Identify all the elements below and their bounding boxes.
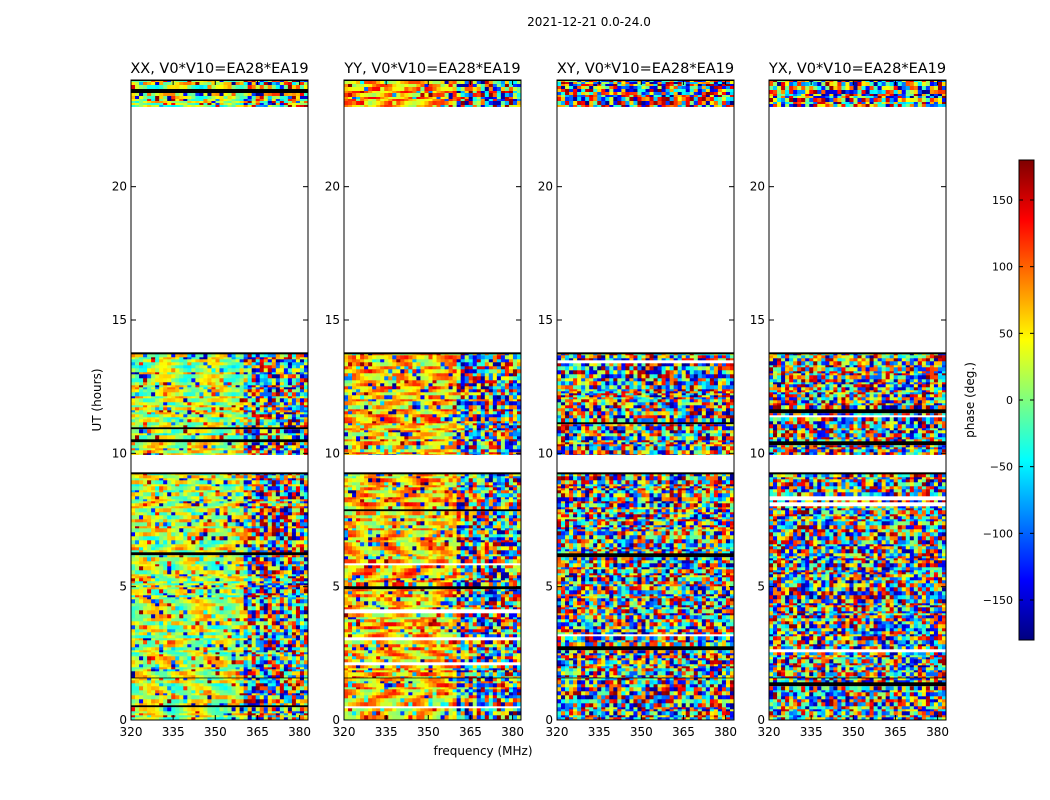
colorbar: 150 100 50 0 −50 −100 −150 (983, 159, 1035, 641)
y-tick-label: 15 (325, 313, 340, 327)
y-tick-label: 5 (545, 580, 553, 594)
y-axis-label: UT (hours) (90, 368, 104, 431)
phase-image (131, 80, 308, 720)
panel-2: YY, V0*V10=EA28*EA19 320 335 350 365 380 0 5 10 1… (325, 61, 524, 739)
y-tick-label: 0 (757, 713, 765, 727)
y-tick-label: 15 (538, 313, 553, 327)
x-tick-label: 320 (120, 725, 143, 739)
x-tick-label: 350 (417, 725, 440, 739)
colorbar-tick-label: 0 (1006, 394, 1013, 407)
y-tick-label: 10 (750, 446, 765, 460)
phase-image (344, 80, 521, 720)
x-tick-label: 335 (375, 725, 398, 739)
y-tick-label: 10 (112, 446, 127, 460)
x-axis-label: frequency (MHz) (433, 744, 532, 758)
panels-group: XX, V0*V10=EA28*EA19 320 335 350 365 380 0 5 10 1… (112, 61, 949, 739)
x-tick-label: 380 (501, 725, 524, 739)
x-tick-label: 350 (630, 725, 653, 739)
y-tick-label: 20 (750, 180, 765, 194)
y-tick-label: 5 (757, 580, 765, 594)
panel-1: XX, V0*V10=EA28*EA19 320 335 350 365 380 0 5 10 1… (112, 61, 311, 739)
panel-title: YX, V0*V10=EA28*EA19 (768, 61, 946, 77)
y-tick-label: 15 (112, 313, 127, 327)
y-tick-label: 10 (325, 446, 340, 460)
x-tick-label: 365 (246, 725, 269, 739)
panel-frame (556, 79, 735, 721)
y-tick-label: 0 (119, 713, 127, 727)
y-tick-label: 20 (538, 180, 553, 194)
colorbar-tick-label: −100 (983, 527, 1013, 540)
x-tick-label: 320 (758, 725, 781, 739)
colorbar-tick-label: 100 (992, 261, 1013, 274)
x-tick-label: 350 (204, 725, 227, 739)
colorbar-tick-label: −50 (990, 461, 1013, 474)
colorbar-label: phase (deg.) (963, 362, 977, 438)
y-tick-label: 0 (332, 713, 340, 727)
x-tick-label: 350 (842, 725, 865, 739)
x-tick-label: 335 (162, 725, 185, 739)
y-tick-label: 0 (545, 713, 553, 727)
x-tick-label: 380 (288, 725, 311, 739)
x-tick-label: 380 (926, 725, 949, 739)
colorbar-tick-label: 50 (999, 327, 1013, 340)
panel-frame (768, 79, 947, 721)
panel-title: XX, V0*V10=EA28*EA19 (130, 61, 308, 77)
x-tick-label: 320 (546, 725, 569, 739)
panel-title: YY, V0*V10=EA28*EA19 (343, 61, 520, 77)
x-tick-label: 320 (333, 725, 356, 739)
x-tick-label: 365 (459, 725, 482, 739)
y-tick-label: 5 (119, 580, 127, 594)
colorbar-tick-label: −150 (983, 594, 1013, 607)
x-tick-label: 380 (714, 725, 737, 739)
x-tick-label: 365 (672, 725, 695, 739)
y-tick-label: 20 (112, 180, 127, 194)
y-tick-label: 10 (538, 446, 553, 460)
colorbar-tick-label: 150 (992, 194, 1013, 207)
x-tick-label: 335 (588, 725, 611, 739)
panel-frame (130, 79, 309, 721)
phase-image (557, 80, 734, 720)
phase-image (769, 80, 946, 720)
figure-title: 2021-12-21 0.0-24.0 (527, 15, 651, 29)
panel-title: XY, V0*V10=EA28*EA19 (557, 61, 734, 77)
panel-4: YX, V0*V10=EA28*EA19 320 335 350 365 380 0 5 10 1… (750, 61, 949, 739)
x-tick-label: 335 (800, 725, 823, 739)
y-tick-label: 5 (332, 580, 340, 594)
y-tick-label: 15 (750, 313, 765, 327)
panel-3: XY, V0*V10=EA28*EA19 320 335 350 365 380 0 5 10 1… (538, 61, 737, 739)
panel-frame (343, 79, 522, 721)
x-tick-label: 365 (884, 725, 907, 739)
y-tick-label: 20 (325, 180, 340, 194)
